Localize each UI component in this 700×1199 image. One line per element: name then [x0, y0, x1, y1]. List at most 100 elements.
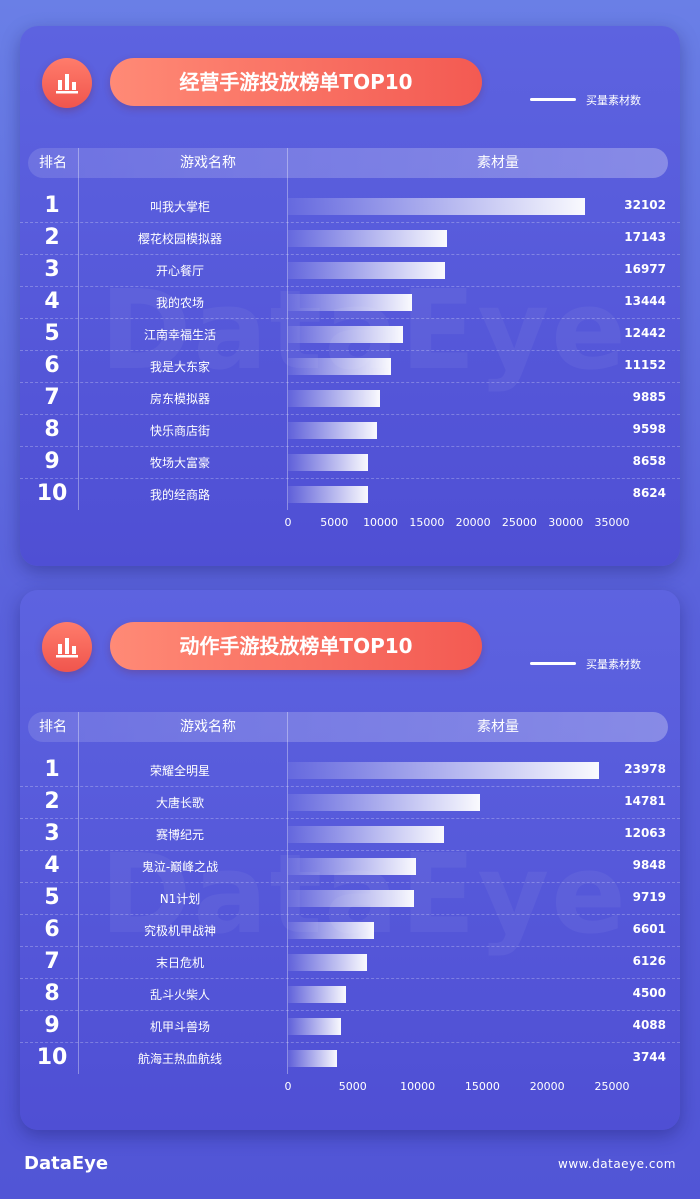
row-separator	[20, 914, 680, 915]
value-label: 32102	[624, 198, 666, 212]
rank-number: 6	[44, 917, 60, 942]
header-material-count: 素材量	[477, 719, 519, 735]
game-name: N1计划	[159, 892, 201, 906]
row-separator	[20, 818, 680, 819]
game-name: 开心餐厅	[155, 264, 204, 278]
row-separator	[20, 222, 680, 223]
bar	[288, 953, 368, 971]
row-separator	[20, 978, 680, 979]
row-separator	[20, 1010, 680, 1011]
value-label: 9719	[632, 890, 666, 904]
bar	[288, 325, 404, 343]
chart-title: 经营手游投放榜单TOP10	[110, 58, 482, 106]
game-name: 快乐商店街	[149, 424, 210, 438]
value-label: 17143	[624, 230, 666, 244]
value-label: 13444	[624, 294, 666, 308]
bar	[288, 793, 480, 811]
rank-number: 9	[44, 1013, 60, 1038]
game-name: 究极机甲战神	[143, 924, 216, 938]
x-tick-label: 20000	[529, 1080, 565, 1093]
value-axis-line	[287, 712, 288, 1074]
game-name: 机甲斗兽场	[149, 1020, 210, 1034]
game-name: 叫我大掌柜	[149, 200, 210, 214]
bar	[288, 453, 369, 471]
rank-number: 8	[44, 417, 60, 442]
rank-number: 6	[44, 353, 60, 378]
rank-number: 1	[44, 193, 60, 218]
x-tick-label: 35000	[594, 516, 630, 529]
value-label: 12063	[624, 826, 666, 840]
value-label: 9848	[632, 858, 666, 872]
rank-number: 10	[36, 1045, 68, 1070]
row-separator	[20, 946, 680, 947]
bar	[288, 761, 599, 779]
legend-label: 买量素材数	[586, 94, 641, 107]
panel-business-games: DataEye 经营手游投放榜单TOP10 买量素材数 排名 游戏名称 素材量 …	[20, 26, 680, 566]
x-tick-label: 0	[284, 1080, 292, 1093]
game-name: 江南幸福生活	[143, 328, 216, 342]
bar-chart-icon	[42, 622, 92, 672]
value-label: 4088	[632, 1018, 666, 1032]
value-label: 11152	[624, 358, 666, 372]
value-label: 9598	[632, 422, 666, 436]
row-separator	[20, 286, 680, 287]
row-separator	[20, 446, 680, 447]
footer-url: www.dataeye.com	[558, 1157, 676, 1171]
x-tick-label: 30000	[548, 516, 584, 529]
rank-number: 4	[44, 853, 60, 878]
header-rank: 排名	[39, 155, 67, 171]
panel-action-games: DataEye 动作手游投放榜单TOP10 买量素材数 排名 游戏名称 素材量 …	[20, 590, 680, 1130]
rank-number: 7	[44, 949, 60, 974]
header-material-count: 素材量	[477, 155, 519, 171]
x-tick-label: 15000	[464, 1080, 500, 1093]
bar	[288, 1049, 337, 1067]
x-tick-label: 25000	[594, 1080, 630, 1093]
legend-swatch	[530, 98, 576, 101]
x-tick-label: 5000	[320, 516, 349, 529]
game-name: 我是大东家	[149, 360, 210, 374]
bar	[288, 389, 380, 407]
row-separator	[20, 382, 680, 383]
rank-number: 1	[44, 757, 60, 782]
value-label: 9885	[632, 390, 666, 404]
bar	[288, 985, 347, 1003]
value-label: 16977	[624, 262, 666, 276]
row-separator	[20, 786, 680, 787]
bar	[288, 889, 414, 907]
row-separator	[20, 1042, 680, 1043]
rank-number: 5	[44, 885, 60, 910]
bar	[288, 293, 413, 311]
value-label: 3744	[632, 1050, 666, 1064]
row-separator	[20, 414, 680, 415]
bar	[288, 261, 446, 279]
bar	[288, 421, 377, 439]
bar	[288, 485, 368, 503]
rank-number: 3	[44, 821, 60, 846]
x-tick-label: 10000	[400, 1080, 436, 1093]
rank-number: 2	[44, 225, 60, 250]
game-name: 大唐长歌	[155, 796, 204, 810]
x-tick-label: 20000	[455, 516, 491, 529]
x-tick-label: 0	[284, 516, 292, 529]
rank-divider	[78, 148, 79, 510]
rank-number: 2	[44, 789, 60, 814]
game-name: 荣耀全明星	[149, 764, 210, 778]
header-rank: 排名	[39, 719, 67, 735]
bar	[288, 197, 586, 215]
bar	[288, 857, 416, 875]
header-game-name: 游戏名称	[180, 719, 236, 735]
game-name: 我的农场	[155, 296, 204, 310]
value-label: 8624	[632, 486, 666, 500]
rank-divider	[78, 712, 79, 1074]
chart-title: 动作手游投放榜单TOP10	[110, 622, 482, 670]
rank-number: 3	[44, 257, 60, 282]
x-tick-label: 25000	[501, 516, 537, 529]
game-name: 赛博纪元	[155, 828, 204, 842]
bar-chart-icon	[42, 58, 92, 108]
header-game-name: 游戏名称	[180, 155, 236, 171]
table-header: 排名 游戏名称 素材量	[28, 148, 668, 178]
rank-number: 4	[44, 289, 60, 314]
bar	[288, 921, 374, 939]
legend-label: 买量素材数	[586, 658, 641, 671]
game-name: 航海王热血航线	[137, 1052, 222, 1066]
